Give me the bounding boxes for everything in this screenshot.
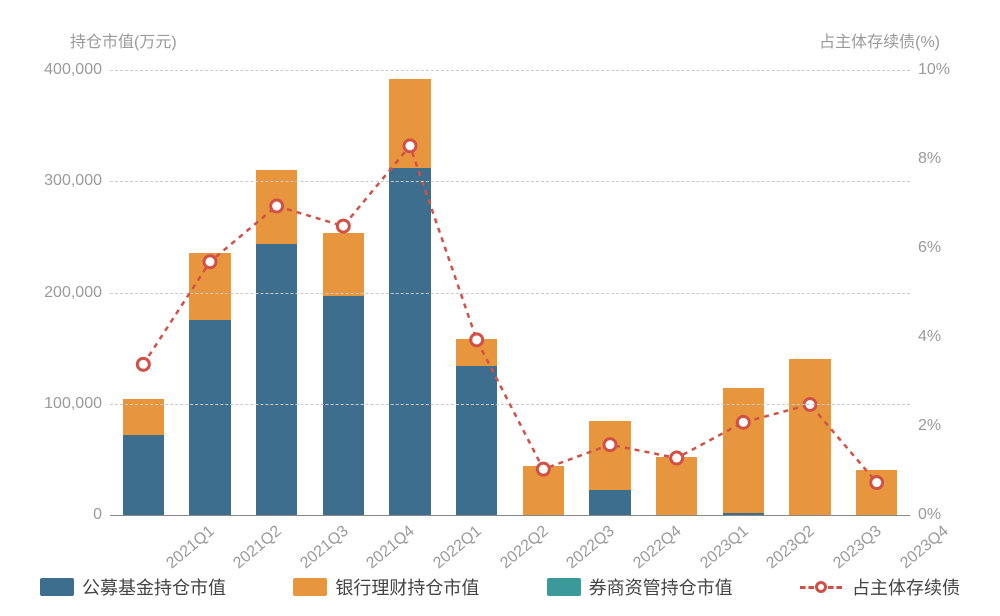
gridline	[110, 181, 910, 182]
y-right-tick: 4%	[910, 328, 941, 346]
bar-group	[523, 466, 564, 515]
x-tick-label: 2023Q1	[697, 523, 752, 573]
bar-segment-gongmu	[723, 513, 764, 515]
legend-swatch	[40, 578, 74, 596]
legend-item-yinhang: 银行理财持仓市值	[293, 574, 479, 600]
gridline	[110, 70, 910, 71]
gridline	[110, 404, 910, 405]
bar-group	[456, 339, 497, 515]
y-right-tick: 2%	[910, 417, 941, 435]
legend-label: 公募基金持仓市值	[82, 574, 226, 600]
legend-label: 占主体存续债	[852, 574, 960, 600]
y-right-tick: 0%	[910, 506, 941, 524]
y-left-tick: 400,000	[44, 61, 110, 79]
y-right-tick: 8%	[910, 150, 941, 168]
bar-group	[856, 470, 897, 515]
legend: 公募基金持仓市值 银行理财持仓市值 券商资管持仓市值 占主体存续债	[30, 574, 970, 600]
bar-segment-yinhang	[456, 339, 497, 366]
bar-group	[589, 421, 630, 515]
legend-line-icon	[800, 578, 844, 596]
bar-group	[256, 170, 297, 515]
x-tick-label: 2023Q4	[897, 523, 952, 573]
y-left-axis-title: 持仓市值(万元)	[70, 28, 177, 52]
y-left-tick: 300,000	[44, 172, 110, 190]
x-tick-label: 2023Q3	[830, 523, 885, 573]
bar-segment-yinhang	[323, 233, 364, 297]
legend-item-quanshang: 券商资管持仓市值	[547, 574, 733, 600]
x-tick-label: 2021Q1	[164, 523, 219, 573]
bar-segment-gongmu	[589, 490, 630, 515]
legend-label: 券商资管持仓市值	[589, 574, 733, 600]
bar-segment-gongmu	[189, 320, 230, 515]
bar-segment-yinhang	[723, 388, 764, 513]
legend-label: 银行理财持仓市值	[335, 574, 479, 600]
y-right-tick: 6%	[910, 239, 941, 257]
bar-segment-yinhang	[856, 470, 897, 515]
y-left-tick: 200,000	[44, 284, 110, 302]
bar-segment-gongmu	[456, 366, 497, 515]
x-tick-label: 2023Q2	[764, 523, 819, 573]
bar-segment-yinhang	[389, 79, 430, 168]
x-tick-label: 2022Q2	[497, 523, 552, 573]
bar-group	[656, 457, 697, 515]
plot-area: 0100,000200,000300,000400,0000%2%4%6%8%1…	[110, 70, 910, 516]
gridline	[110, 293, 910, 294]
x-tick-label: 2022Q3	[564, 523, 619, 573]
bar-group	[389, 79, 430, 515]
legend-swatch	[547, 578, 581, 596]
bar-group	[723, 388, 764, 515]
x-tick-label: 2021Q4	[364, 523, 419, 573]
y-right-axis-title: 占主体存续债(%)	[819, 28, 940, 52]
bar-segment-gongmu	[123, 435, 164, 515]
legend-item-gongmu: 公募基金持仓市值	[40, 574, 226, 600]
bar-segment-gongmu	[256, 244, 297, 515]
x-tick-label: 2021Q3	[297, 523, 352, 573]
x-tick-label: 2022Q4	[630, 523, 685, 573]
legend-swatch	[293, 578, 327, 596]
bar-group	[789, 359, 830, 515]
x-tick-label: 2021Q2	[230, 523, 285, 573]
bar-group	[123, 399, 164, 515]
bar-segment-yinhang	[523, 466, 564, 515]
y-right-tick: 10%	[910, 61, 950, 79]
bar-segment-yinhang	[189, 253, 230, 320]
bar-segment-yinhang	[589, 421, 630, 490]
legend-item-zhanzhuti: 占主体存续债	[800, 574, 960, 600]
x-axis-labels: 2021Q12021Q22021Q32021Q42022Q12022Q22022…	[110, 520, 910, 560]
bar-segment-yinhang	[789, 359, 830, 515]
bar-group	[323, 233, 364, 515]
y-left-tick: 100,000	[44, 395, 110, 413]
chart: 持仓市值(万元) 占主体存续债(%) 0100,000200,000300,00…	[0, 0, 1000, 616]
bar-segment-yinhang	[656, 457, 697, 515]
x-tick-label: 2022Q1	[430, 523, 485, 573]
bar-segment-gongmu	[323, 296, 364, 515]
bar-segment-gongmu	[389, 168, 430, 515]
y-left-tick: 0	[93, 506, 110, 524]
